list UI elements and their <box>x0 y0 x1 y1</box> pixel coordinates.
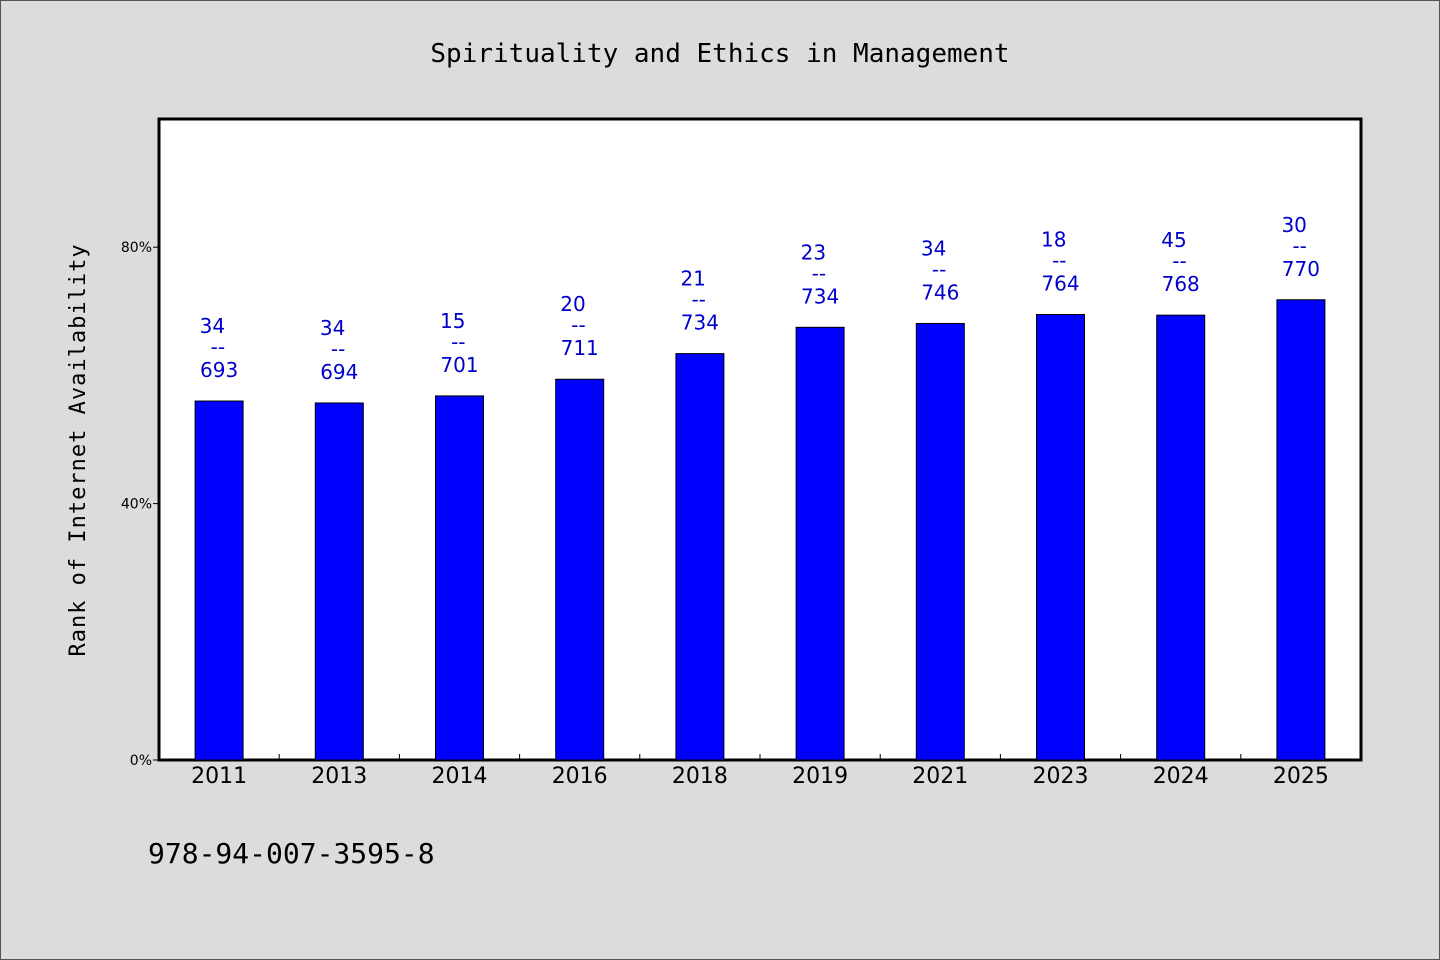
x-tick-label-2024: 2024 <box>1153 764 1209 789</box>
x-tick-label-2025: 2025 <box>1273 764 1329 789</box>
x-tick-label-2011: 2011 <box>191 764 247 789</box>
data-label-sep-2019: -- <box>812 261 826 285</box>
footer-isbn: 978-94-007-3595-8 <box>148 837 435 870</box>
data-label-top-2013: 34 <box>320 316 345 340</box>
y-tick-label-80: 80% <box>121 240 152 256</box>
bar-2013 <box>314 402 364 761</box>
data-label-top-2019: 23 <box>801 240 826 264</box>
x-tick-label-2019: 2019 <box>792 764 848 789</box>
data-label-bottom-2024: 768 <box>1162 272 1200 296</box>
data-label-bottom-2021: 746 <box>921 280 959 304</box>
data-label-sep-2016: -- <box>571 313 585 337</box>
data-label-top-2014: 15 <box>440 309 465 333</box>
bars-group <box>194 299 1326 761</box>
data-label-bottom-2011: 693 <box>200 358 238 382</box>
data-label-sep-2023: -- <box>1052 249 1066 273</box>
data-label-top-2025: 30 <box>1281 213 1306 237</box>
data-label-sep-2013: -- <box>331 337 345 361</box>
data-labels-group: 34--69334--69415--70120--71121--73423--7… <box>200 213 1320 384</box>
data-label-sep-2014: -- <box>451 330 465 354</box>
bar-2016 <box>555 378 605 761</box>
data-label-sep-2024: -- <box>1172 249 1186 273</box>
data-label-top-2011: 34 <box>200 314 225 338</box>
bar-2019 <box>795 326 845 761</box>
x-tick-label-2023: 2023 <box>1033 764 1089 789</box>
x-axis: 2011 2013 2014 2016 2018 2019 2021 2023 2024 2025 <box>191 754 1329 789</box>
x-tick-label-2013: 2013 <box>311 764 367 789</box>
data-label-bottom-2025: 770 <box>1282 257 1320 281</box>
data-label-bottom-2018: 734 <box>681 311 719 335</box>
data-label-sep-2018: -- <box>691 288 705 312</box>
bar-2014 <box>435 395 484 761</box>
bar-2024 <box>1156 314 1206 761</box>
data-label-bottom-2014: 701 <box>440 353 478 377</box>
x-tick-label-2021: 2021 <box>912 764 968 789</box>
bar-2023 <box>1036 314 1085 761</box>
x-tick-label-2014: 2014 <box>432 764 488 789</box>
y-axis-label: Rank of Internet Availability <box>66 243 91 656</box>
bar-2021 <box>915 322 965 761</box>
data-label-top-2024: 45 <box>1161 228 1186 252</box>
x-tick-label-2016: 2016 <box>552 764 608 789</box>
data-label-top-2016: 20 <box>560 292 585 316</box>
data-label-top-2023: 18 <box>1041 228 1066 252</box>
data-label-bottom-2019: 734 <box>801 284 839 308</box>
data-label-bottom-2023: 764 <box>1041 272 1079 296</box>
y-axis: 0% 40% 80% <box>121 240 159 769</box>
bar-2018 <box>675 353 725 761</box>
data-label-sep-2011: -- <box>211 335 225 359</box>
x-tick-label-2018: 2018 <box>672 764 728 789</box>
data-label-bottom-2016: 711 <box>561 336 599 360</box>
data-label-top-2021: 34 <box>921 236 946 260</box>
data-label-sep-2021: -- <box>932 257 946 281</box>
chart-title: Spirituality and Ethics in Management <box>430 39 1009 69</box>
data-label-sep-2025: -- <box>1292 234 1306 258</box>
bar-2011 <box>194 400 244 761</box>
data-label-bottom-2013: 694 <box>320 360 358 384</box>
y-tick-label-0: 0% <box>130 753 152 769</box>
bar-2025 <box>1276 299 1326 761</box>
y-tick-label-40: 40% <box>121 497 152 513</box>
data-label-top-2018: 21 <box>680 267 705 291</box>
